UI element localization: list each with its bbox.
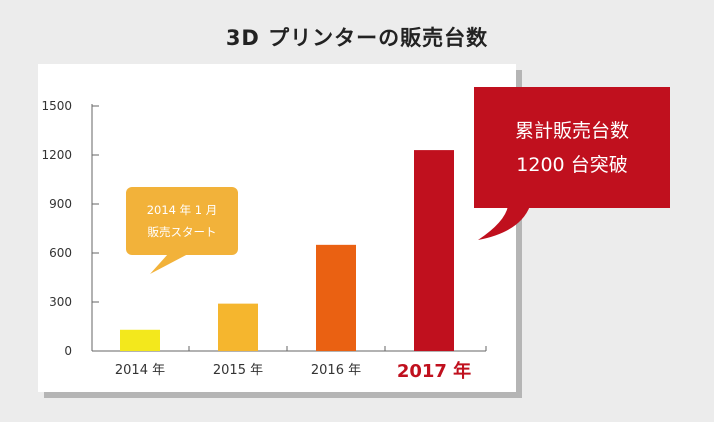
y-tick-label: 1200 — [41, 148, 72, 162]
launch-callout-line1: 2014 年 1 月 — [146, 203, 218, 217]
milestone-callout-line1: 累計販売台数 — [514, 119, 629, 142]
bar-2 — [316, 244, 356, 351]
chart-title: 3D プリンターの販売台数 — [225, 26, 489, 50]
y-tick-label: 900 — [49, 197, 72, 211]
x-tick-label: 2017 年 — [397, 360, 471, 382]
x-tick-label: 2015 年 — [213, 363, 263, 378]
y-tick-label: 1500 — [41, 99, 72, 113]
x-tick-labels: 2014 年 2015 年 2016 年 2017 年 — [115, 360, 471, 382]
y-tick-labels: 0 300 600 900 1200 1500 — [41, 99, 72, 358]
bar-3 — [414, 150, 454, 351]
y-tick-label: 0 — [64, 344, 72, 358]
milestone-callout: 累計販売台数 1200 台突破 — [474, 87, 670, 208]
bar-1 — [218, 303, 258, 351]
launch-callout-line2: 販売スタート — [147, 225, 217, 239]
y-tick-label: 300 — [49, 295, 72, 309]
x-tick-label: 2014 年 — [115, 363, 165, 378]
launch-callout: 2014 年 1 月 販売スタート — [126, 187, 238, 255]
bar-0 — [120, 329, 160, 351]
big-callout-tail — [478, 206, 530, 240]
y-tick-label: 600 — [49, 246, 72, 260]
milestone-callout-line2: 1200 台突破 — [516, 153, 628, 176]
bars — [120, 150, 454, 351]
small-callout-tail — [150, 254, 188, 274]
x-tick-label: 2016 年 — [311, 363, 361, 378]
